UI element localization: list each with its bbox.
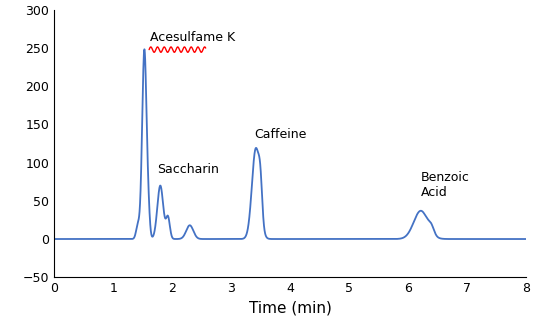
Text: Benzoic
Acid: Benzoic Acid xyxy=(421,171,470,199)
Text: Saccharin: Saccharin xyxy=(157,163,219,177)
Text: Caffeine: Caffeine xyxy=(255,128,307,141)
Text: Acesulfame K: Acesulfame K xyxy=(150,30,235,44)
X-axis label: Time (min): Time (min) xyxy=(249,301,331,315)
